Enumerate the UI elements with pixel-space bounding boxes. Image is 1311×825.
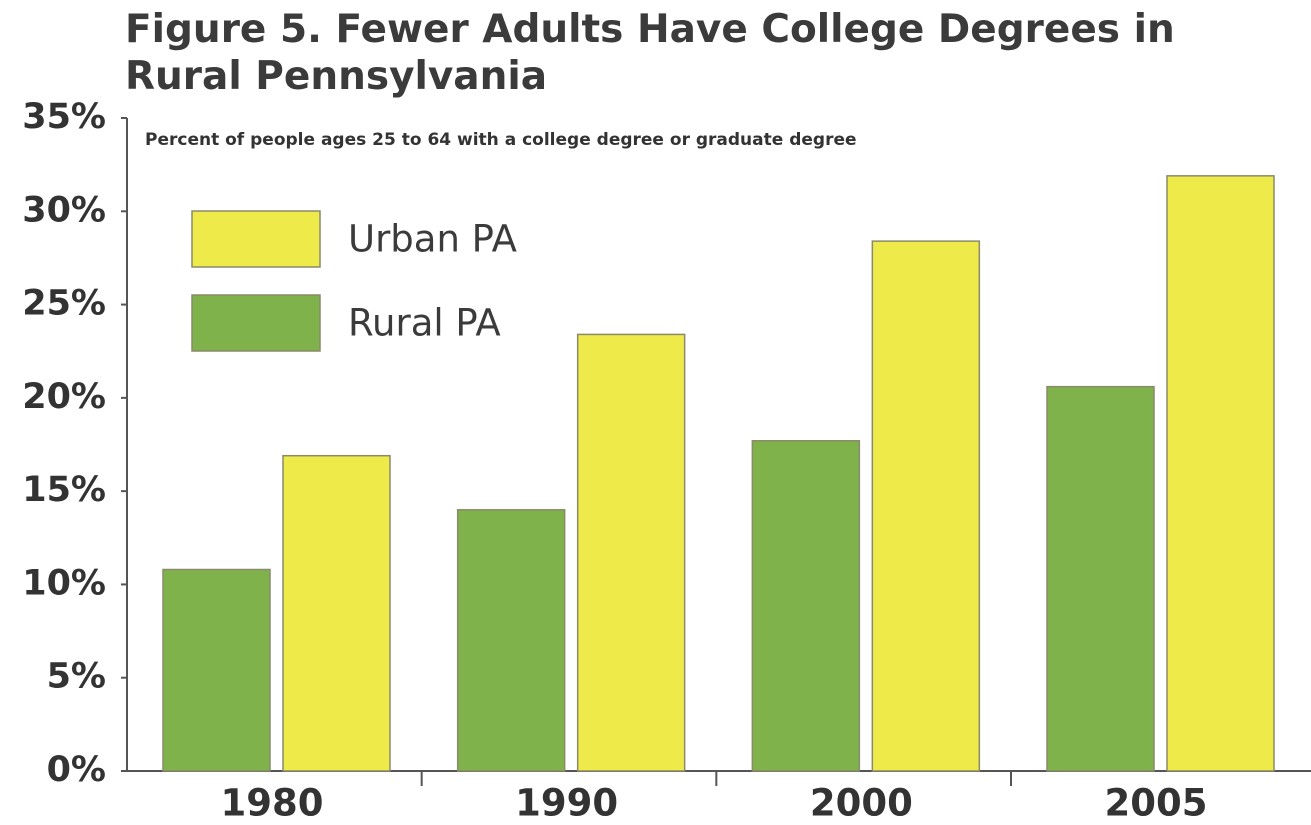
- bar: [871, 240, 981, 772]
- legend-label: Rural PA: [348, 302, 501, 345]
- y-tick-label: 30%: [22, 190, 106, 230]
- y-tick-label: 20%: [22, 377, 106, 417]
- bar: [282, 454, 391, 772]
- bar: [456, 509, 566, 772]
- bar: [162, 568, 271, 772]
- bar: [576, 333, 686, 772]
- x-tick-label: 2005: [1105, 782, 1208, 825]
- legend-swatch: [191, 294, 321, 352]
- y-tick-label: 0%: [47, 750, 106, 790]
- y-tick-label: 35%: [22, 97, 106, 137]
- chart-subtitle: Percent of people ages 25 to 64 with a c…: [145, 130, 857, 150]
- x-tick-label: 1990: [515, 782, 618, 825]
- chart-title: Figure 5. Fewer Adults Have College Degr…: [125, 7, 1175, 99]
- y-tick-label: 25%: [22, 284, 106, 324]
- bar: [1166, 175, 1275, 772]
- y-tick-label: 5%: [47, 657, 106, 697]
- x-tick-label: 2000: [810, 782, 913, 825]
- x-tick-label: 1980: [221, 782, 324, 825]
- bar: [1046, 385, 1155, 772]
- bar: [751, 440, 861, 772]
- legend-swatch: [191, 210, 321, 268]
- legend-label: Urban PA: [348, 218, 517, 261]
- y-tick-label: 10%: [22, 563, 106, 603]
- y-tick-label: 15%: [22, 470, 106, 510]
